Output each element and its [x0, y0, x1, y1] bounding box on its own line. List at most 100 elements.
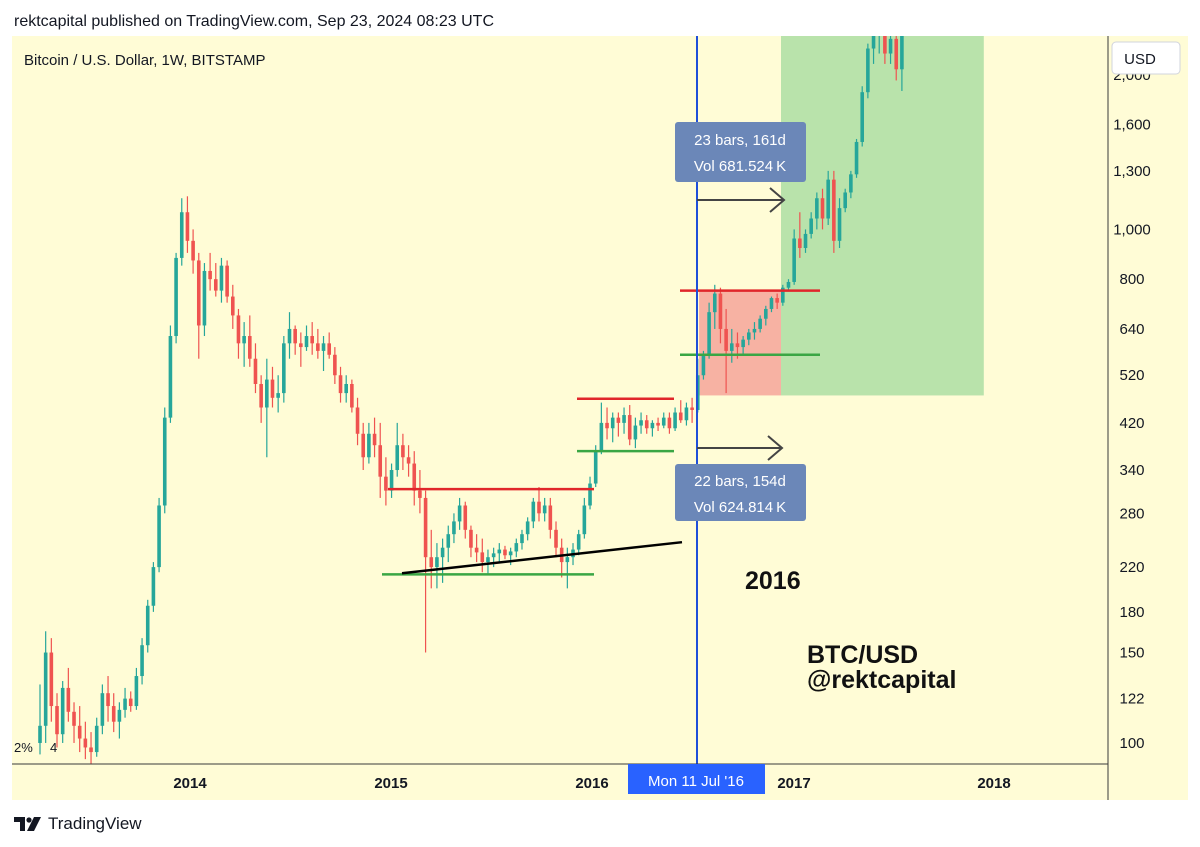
candle	[60, 681, 65, 743]
candle	[389, 463, 394, 498]
candle-body	[191, 240, 195, 261]
candle	[633, 417, 638, 449]
candle	[299, 332, 303, 367]
candle	[355, 397, 360, 446]
candle	[644, 415, 649, 434]
footer-brand[interactable]: TradingView	[14, 812, 142, 836]
candle	[350, 379, 354, 413]
candle-body	[820, 198, 825, 219]
candle-body	[225, 265, 229, 297]
candle	[525, 517, 530, 541]
price-axis[interactable]: 2,0001,6001,3001,00080064052042034028022…	[1113, 67, 1151, 752]
candle	[265, 358, 269, 458]
candle	[333, 347, 337, 384]
candle-body	[832, 179, 836, 241]
candle-body	[287, 328, 292, 344]
candle	[196, 252, 201, 359]
candle	[474, 534, 479, 563]
candle	[276, 375, 280, 413]
candle-body	[531, 501, 536, 522]
candle-body	[718, 293, 723, 329]
candle-body	[627, 415, 632, 440]
candle-body	[355, 407, 360, 434]
candle-body	[894, 38, 899, 70]
candle	[480, 538, 485, 573]
candle-body	[384, 476, 388, 491]
candle	[724, 308, 728, 394]
candle	[162, 407, 167, 514]
currency-button[interactable]: USD	[1111, 41, 1181, 75]
candle-body	[174, 257, 178, 337]
price-tick-label: 640	[1119, 321, 1144, 338]
candle-body	[809, 218, 813, 234]
candle-body	[423, 497, 428, 558]
candle	[798, 212, 802, 258]
price-tick-label: 100	[1119, 735, 1144, 752]
candle-body	[826, 179, 830, 219]
candle	[729, 328, 734, 363]
candle-body	[128, 698, 133, 707]
candle-body	[746, 332, 751, 340]
year-annotation: 2016	[745, 567, 801, 595]
candle	[316, 328, 320, 359]
candle-body	[508, 551, 513, 556]
candle-body	[548, 505, 553, 530]
candle	[123, 687, 127, 718]
time-axis[interactable]: 2014 2015 2016 2017 2018	[173, 775, 1010, 792]
candle	[673, 407, 677, 431]
candle-body	[185, 212, 190, 241]
candle	[769, 296, 774, 313]
candle-body	[900, 36, 904, 70]
candle-body	[38, 725, 42, 743]
price-tick-label: 220	[1119, 559, 1144, 576]
candle	[605, 407, 609, 440]
candle-body	[843, 192, 847, 209]
candle	[327, 332, 331, 359]
candle-body	[66, 687, 71, 712]
candle	[667, 412, 672, 434]
candle	[55, 693, 59, 748]
candle	[140, 638, 144, 685]
candle	[236, 308, 241, 359]
candle-body	[310, 336, 314, 344]
tradingview-logo-icon	[14, 817, 42, 831]
measure-upper-bars: 23 bars, 161d	[694, 132, 786, 149]
candle	[866, 43, 870, 99]
candle	[803, 229, 808, 253]
candle-body	[361, 433, 366, 458]
candle-body	[219, 265, 224, 291]
price-tick-label: 1,600	[1113, 117, 1151, 134]
candle	[758, 315, 762, 333]
candle	[401, 433, 405, 471]
candle	[661, 412, 666, 429]
candle-body	[582, 505, 587, 535]
price-chart[interactable]: 23 bars, 161d Vol 681.524 K 22 bars, 154…	[12, 36, 1188, 800]
candle	[627, 405, 632, 446]
candle-body	[752, 328, 757, 333]
candle-body	[537, 501, 541, 514]
symbol-title: Bitcoin / U.S. Dollar, 1W, BITSTAMP	[24, 52, 265, 69]
candle	[576, 529, 581, 556]
candle	[83, 721, 88, 760]
chart-frame[interactable]: 23 bars, 161d Vol 681.524 K 22 bars, 154…	[12, 36, 1188, 800]
price-tick-label: 1,300	[1113, 163, 1151, 180]
candle	[259, 375, 263, 423]
candle	[89, 732, 93, 764]
candle	[111, 693, 116, 733]
candle	[367, 422, 371, 464]
candle	[151, 562, 156, 612]
candle-body	[866, 48, 870, 93]
candle-body	[83, 738, 88, 748]
candle	[282, 336, 286, 403]
candle-body	[89, 747, 93, 753]
candle-body	[367, 433, 371, 458]
candle-body	[111, 706, 116, 722]
candle	[38, 684, 42, 755]
plot-area: 23 bars, 161d Vol 681.524 K 22 bars, 154…	[14, 36, 984, 764]
candle-body	[299, 343, 303, 348]
candle-body	[378, 445, 383, 477]
candle	[781, 284, 785, 306]
candle	[270, 366, 275, 408]
candle	[622, 407, 626, 434]
candle	[321, 336, 326, 372]
